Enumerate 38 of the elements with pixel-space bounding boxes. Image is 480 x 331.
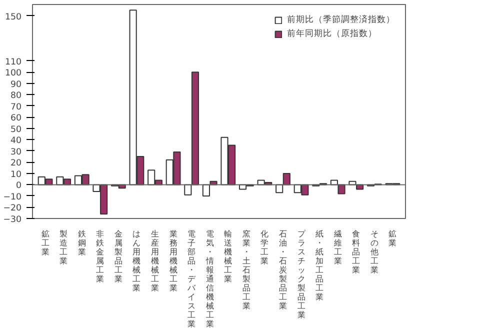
x-tick-label: 金属製品工業 [114,230,122,284]
category-label: 石油・石炭製品工業 [278,230,287,310]
y-tick-label: 0 [16,181,22,192]
x-tick-label: 生産用機械工業 [151,230,160,292]
y-tick-label: −20 [3,204,22,214]
x-tick-label: 業務用機械工業 [169,230,178,292]
category-label: 窯業・土石製品工業 [242,230,250,310]
y-tick-label: 70 [10,102,22,112]
x-tick-label: はん用機械工業 [132,230,141,292]
y-tick-label: 20 [10,158,22,169]
x-tick-label: 非鉄金属工業 [96,230,104,284]
legend-label: 前期比（季節調整済指数） [287,14,395,26]
x-tick-label: 繊維工業 [332,230,342,266]
x-tick-label: 紙・紙加工品工業 [316,230,324,302]
y-tick-label: 60 [10,114,22,124]
legend-label: 前年同期比（原指数） [287,28,377,40]
y-tick-label: 50 [10,124,22,135]
y-tick-label: 80 [10,91,22,102]
x-tick-label: 鉄鋼業 [78,230,86,256]
category-label: 電子部品・デバイス工業 [188,230,196,328]
y-tick-label: 150 [4,12,22,22]
category-label: 電気・情報通信機械工業 [206,230,214,328]
y-tick-label: 30 [10,147,22,158]
x-tick-label: 食料品工業 [352,230,360,274]
x-tick-label: 輸送機械工業 [224,230,232,284]
category-label: プラスチック製品工業 [297,230,306,320]
y-tick-label: 10 [10,170,22,180]
x-tick-label: 化学工業 [260,230,269,266]
x-tick-label: 鉱工業 [41,230,50,256]
y-tick-label: 40 [10,136,22,146]
y-tick-label: −10 [3,192,22,202]
y-tick-label: 90 [10,80,22,90]
x-tick-label: 製造工業 [60,230,68,266]
y-tick-label: 110 [4,57,22,68]
x-tick-label: その他工業 [370,230,378,274]
y-tick-label: 100 [4,68,22,79]
x-tick-label: 鉱業 [388,230,397,248]
y-tick-label: −30 [3,215,22,225]
